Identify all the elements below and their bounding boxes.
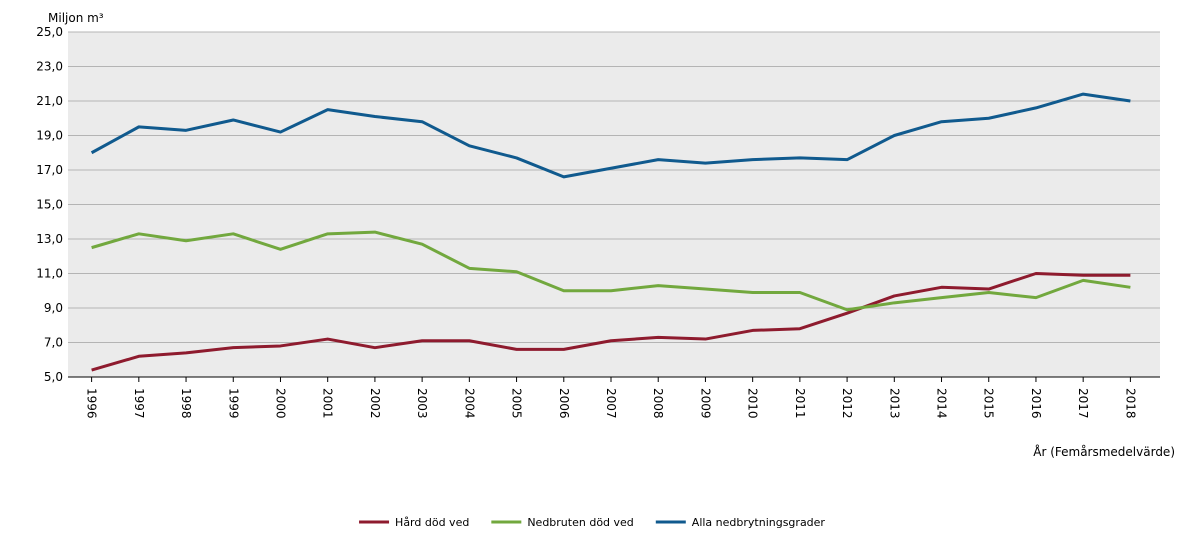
x-tick-label: 2014 <box>935 388 949 419</box>
x-tick-label: 2000 <box>273 388 287 419</box>
y-tick-label: 25,0 <box>36 25 63 39</box>
legend-label: Nedbruten död ved <box>527 516 633 529</box>
line <box>91 272 1131 372</box>
x-tick-label: 2007 <box>604 388 618 419</box>
x-tick-label: 2013 <box>887 388 901 419</box>
x-tick-label: 2002 <box>368 388 382 419</box>
x-tick-label: 2006 <box>557 388 571 419</box>
legend-label: Hård död ved <box>395 516 469 529</box>
x-axis-label: År (Femårsmedelvärde) <box>1033 444 1175 459</box>
y-tick-label: 11,0 <box>36 267 63 281</box>
y-tick-label: 13,0 <box>36 232 63 246</box>
legend-label: Alla nedbrytningsgrader <box>692 516 826 529</box>
y-tick-label: 9,0 <box>44 301 63 315</box>
y-tick-label: 21,0 <box>36 94 63 108</box>
x-tick-label: 1997 <box>132 388 146 419</box>
x-tick-label: 1998 <box>179 388 193 419</box>
x-tick-label: 2017 <box>1076 388 1090 419</box>
line <box>91 230 1131 312</box>
y-axis-label: Miljon m³ <box>48 11 104 25</box>
x-tick-label: 2001 <box>321 388 335 419</box>
x-tick-label: 2004 <box>462 388 476 419</box>
x-tick-label: 2016 <box>1029 388 1043 419</box>
y-tick-label: 5,0 <box>44 370 63 384</box>
y-tick-label: 17,0 <box>36 163 63 177</box>
x-tick-label: 1996 <box>85 388 99 419</box>
y-tick-label: 7,0 <box>44 336 63 350</box>
x-tick-label: 2011 <box>793 388 807 419</box>
x-tick-label: 2010 <box>746 388 760 419</box>
x-tick-label: 2005 <box>510 388 524 419</box>
y-tick-label: 15,0 <box>36 198 63 212</box>
x-tick-label: 2012 <box>840 388 854 419</box>
y-tick-label: 23,0 <box>36 60 63 74</box>
y-tick-label: 19,0 <box>36 129 63 143</box>
x-tick-label: 2003 <box>415 388 429 419</box>
x-tick-label: 2015 <box>982 388 996 419</box>
legend: Hård död ved Nedbruten död ved Alla nedbry… <box>359 516 825 529</box>
x-tick-label: 2018 <box>1123 388 1137 419</box>
x-tick-label: 2008 <box>651 388 665 419</box>
x-tick-label: 2009 <box>698 388 712 419</box>
x-tick-label: 1999 <box>226 388 240 419</box>
line <box>90 92 1131 179</box>
